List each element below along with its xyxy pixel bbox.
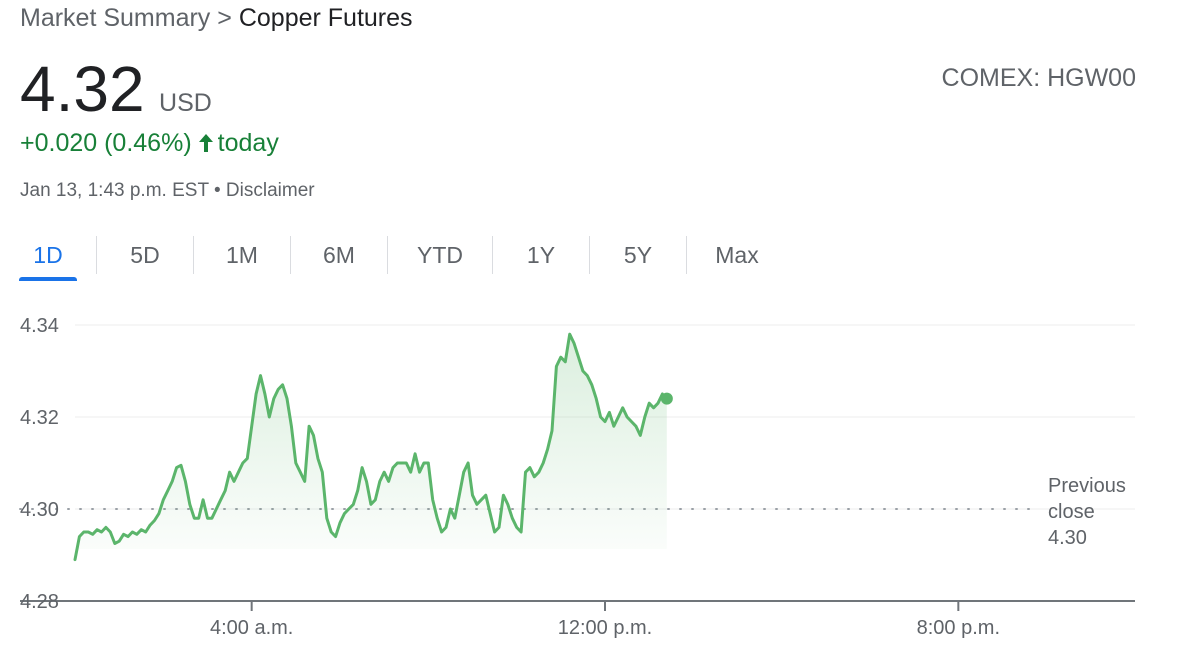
y-tick-label: 4.28 (20, 591, 59, 613)
bullet-separator: • (213, 180, 221, 201)
tab-divider (589, 236, 590, 274)
tab-divider (387, 236, 388, 274)
breadcrumb-current: Copper Futures (238, 4, 413, 32)
breadcrumb-parent-link[interactable]: Market Summary (20, 4, 211, 32)
area-fill-shape (75, 334, 667, 560)
current-price: 4.32 (20, 53, 145, 125)
tab-ytd[interactable]: YTD (417, 242, 463, 268)
price-change: +0.020 (0.46%) today (20, 129, 279, 158)
tab-5d[interactable]: 5D (130, 242, 160, 268)
change-period: today (217, 129, 279, 157)
current-price-marker (660, 392, 673, 405)
area-fill (75, 334, 667, 560)
tab-1y[interactable]: 1Y (526, 242, 556, 268)
y-tick-label: 4.34 (20, 315, 59, 337)
price-chart[interactable]: 4.34 4.32 4.30 4.28 Previous close 4.30 4:00 a.… (0, 300, 1200, 649)
tab-6m[interactable]: 6M (323, 242, 355, 268)
x-tick-label: 8:00 p.m. (917, 617, 1000, 639)
x-tick-label: 4:00 a.m. (210, 617, 293, 639)
breadcrumb: Market Summary > Copper Futures (20, 4, 413, 33)
tab-divider (290, 236, 291, 274)
price-line (73, 332, 669, 562)
tab-5y[interactable]: 5Y (623, 242, 653, 268)
tab-divider (686, 236, 687, 274)
tab-max[interactable]: Max (715, 242, 759, 268)
previous-close-label: Previous (1048, 475, 1126, 497)
currency-label: USD (159, 89, 212, 117)
tab-divider (96, 236, 97, 274)
change-value: +0.020 (0.46%) (20, 129, 192, 157)
previous-close-label: close (1048, 501, 1095, 523)
tab-1m[interactable]: 1M (226, 242, 258, 268)
y-tick-label: 4.32 (20, 407, 59, 429)
tab-divider (193, 236, 194, 274)
x-tick-label: 12:00 p.m. (558, 617, 653, 639)
timestamp-line: Jan 13, 1:43 p.m. EST • Disclaimer (20, 180, 315, 202)
tab-1d[interactable]: 1D (0, 233, 96, 281)
axes (20, 600, 1135, 611)
exchange-ticker: COMEX: HGW00 (941, 64, 1136, 92)
timestamp: Jan 13, 1:43 p.m. EST (20, 180, 209, 201)
previous-close-label: 4.30 (1048, 527, 1087, 549)
breadcrumb-separator: > (217, 4, 232, 32)
arrow-up-icon (198, 134, 213, 152)
price-row: 4.32 USD (20, 52, 212, 126)
y-tick-label: 4.30 (20, 499, 59, 521)
tab-divider (492, 236, 493, 274)
disclaimer-link[interactable]: Disclaimer (225, 180, 315, 201)
axis-labels: 4.34 4.32 4.30 4.28 Previous close 4.30 4:00 a.… (20, 315, 1126, 639)
price-series (73, 332, 673, 562)
